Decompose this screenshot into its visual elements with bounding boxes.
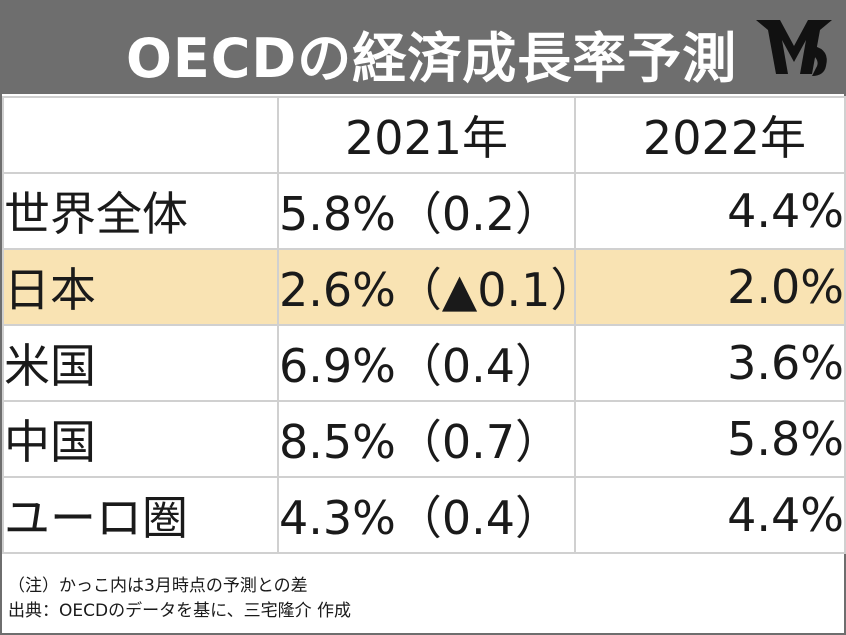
value-2021-cell: 5.8%（0.2） (277, 172, 576, 250)
table-row: 世界全体 5.8%（0.2） 4.4% (2, 172, 846, 250)
value-2022-cell: 4.4% (574, 476, 846, 554)
table-row-highlighted: 日本 2.6%（▲0.1） 2.0% (2, 248, 846, 326)
value-2021-cell: 4.3%（0.4） (277, 476, 576, 554)
value-2022-cell: 5.8% (574, 400, 846, 478)
chart-title: OECDの経済成長率予測 (126, 27, 738, 90)
region-cell: 米国 (2, 324, 279, 402)
value-2021-cell: 2.6%（▲0.1） (277, 248, 576, 326)
footnotes: （注）かっこ内は3月時点の予測との差 出典：OECDのデータを基に、三宅隆介 作… (8, 574, 351, 624)
footnote-source: 出典：OECDのデータを基に、三宅隆介 作成 (8, 601, 351, 621)
value-2022-cell: 2.0% (574, 248, 846, 326)
header-cell-blank (2, 96, 279, 174)
value-2022-cell: 4.4% (574, 172, 846, 250)
table-row: 中国 8.5%（0.7） 5.8% (2, 400, 846, 478)
region-cell: 日本 (2, 248, 279, 326)
header-row: 2021年 2022年 (2, 96, 846, 174)
table-row: 米国 6.9%（0.4） 3.6% (2, 324, 846, 402)
region-cell: ユーロ圏 (2, 476, 279, 554)
value-2021-cell: 8.5%（0.7） (277, 400, 576, 478)
value-2021-cell: 6.9%（0.4） (277, 324, 576, 402)
region-cell: 中国 (2, 400, 279, 478)
growth-table: 2021年 2022年 世界全体 5.8%（0.2） 4.4% 日本 2.6%（… (2, 96, 846, 554)
title-bar: OECDの経済成長率予測 (2, 2, 844, 94)
table-row: ユーロ圏 4.3%（0.4） 4.4% (2, 476, 846, 554)
value-2022-cell: 3.6% (574, 324, 846, 402)
footnote-note: （注）かっこ内は3月時点の予測との差 (8, 576, 308, 596)
logo-icon (756, 20, 832, 76)
region-cell: 世界全体 (2, 172, 279, 250)
header-cell-2021: 2021年 (277, 96, 576, 174)
header-cell-2022: 2022年 (574, 96, 846, 174)
